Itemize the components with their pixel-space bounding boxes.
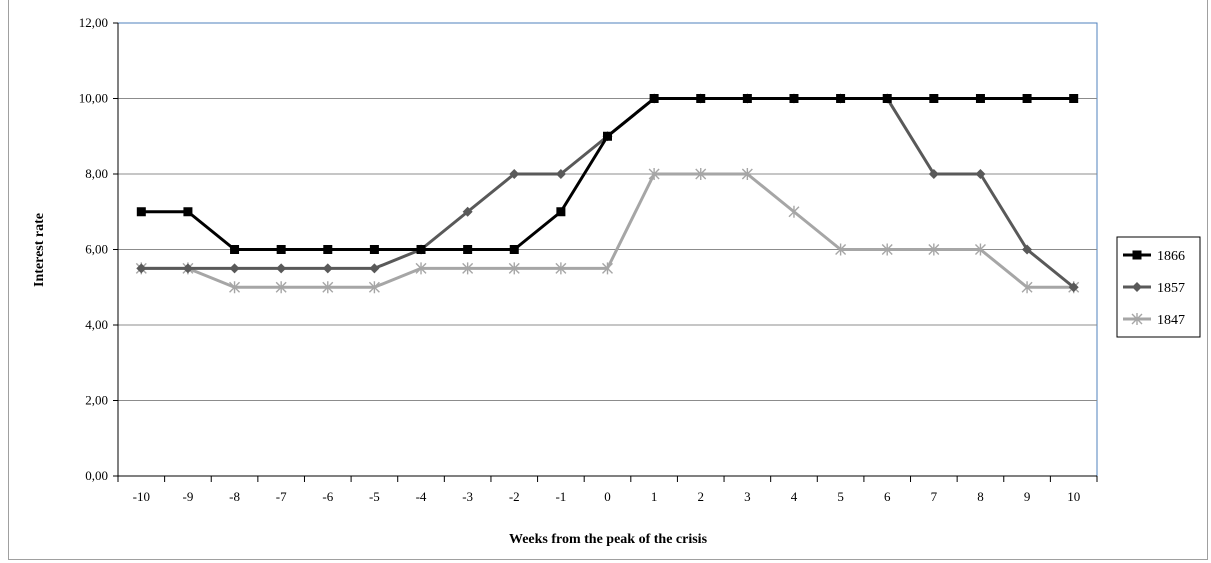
data-point — [1022, 244, 1033, 255]
y-tick-label: 8,00 — [85, 166, 108, 181]
data-point — [555, 169, 566, 179]
x-tick-label: 5 — [837, 489, 844, 504]
data-point — [462, 206, 473, 217]
data-point — [323, 245, 333, 254]
data-point — [136, 263, 147, 274]
data-point — [275, 281, 287, 294]
legend: 1866 1857 1847 — [1116, 236, 1201, 338]
y-tick-label: 12,00 — [79, 15, 108, 30]
x-tick-label: 8 — [977, 489, 984, 504]
data-point — [602, 262, 613, 275]
x-tick-label: -6 — [322, 489, 333, 504]
data-point — [1069, 94, 1079, 103]
x-tick-label: -7 — [276, 489, 287, 504]
data-point — [462, 262, 474, 275]
data-point — [975, 94, 985, 103]
x-tick-label: -5 — [369, 489, 380, 504]
data-point — [974, 243, 986, 256]
data-point — [369, 245, 379, 254]
data-point — [229, 281, 241, 294]
data-point — [368, 281, 380, 294]
chart-frame — [8, 0, 1208, 560]
data-point — [1068, 282, 1079, 293]
x-tick-label: -2 — [509, 489, 520, 504]
data-point — [788, 205, 800, 218]
data-point — [696, 94, 706, 103]
data-point — [463, 245, 473, 254]
data-point — [555, 262, 567, 275]
data-point — [322, 281, 334, 294]
legend-marker — [1131, 313, 1143, 325]
data-point — [322, 263, 333, 274]
data-point — [183, 207, 193, 217]
y-tick-label: 10,00 — [79, 91, 108, 106]
legend-marker — [1132, 282, 1142, 292]
y-tick-label: 4,00 — [85, 317, 108, 332]
data-point — [741, 168, 753, 180]
x-tick-label: 6 — [884, 489, 891, 504]
data-point — [603, 131, 612, 141]
data-point — [928, 243, 940, 256]
x-tick-label: 4 — [791, 489, 798, 504]
data-point — [649, 94, 659, 103]
data-point — [229, 263, 240, 274]
legend-label: 1857 — [1157, 281, 1185, 296]
data-point — [742, 94, 752, 103]
x-tick-label: 3 — [744, 489, 751, 504]
legend-item: 1866 — [1123, 249, 1185, 264]
data-point — [789, 94, 799, 103]
data-point — [929, 94, 939, 103]
x-tick-label: 7 — [931, 489, 938, 504]
legend-label: 1847 — [1157, 313, 1185, 328]
x-tick-label: -8 — [229, 489, 240, 504]
data-point — [276, 245, 286, 254]
x-tick-label: -1 — [555, 489, 566, 504]
data-point — [136, 207, 146, 217]
data-point — [509, 245, 519, 254]
data-point — [975, 169, 986, 179]
data-point — [695, 168, 707, 180]
data-point — [648, 168, 660, 180]
y-axis-ticks: 0,00 2,00 4,00 6,00 8,00 10,00 12,00 — [79, 15, 119, 483]
x-tick-label: 9 — [1024, 489, 1031, 504]
x-tick-label: -10 — [133, 489, 150, 504]
data-point — [276, 263, 287, 274]
data-point — [1021, 281, 1033, 294]
y-tick-label: 2,00 — [85, 393, 108, 408]
data-point — [230, 245, 240, 254]
data-point — [509, 169, 520, 179]
legend-item: 1847 — [1123, 313, 1185, 328]
data-point — [556, 207, 566, 217]
legend-label: 1866 — [1157, 249, 1185, 264]
x-tick-label: -4 — [416, 489, 427, 504]
legend-item: 1857 — [1123, 281, 1185, 296]
data-point — [415, 262, 427, 275]
data-point — [928, 169, 939, 179]
series-layer — [135, 93, 1080, 294]
x-tick-label: -9 — [183, 489, 194, 504]
x-tick-label: -3 — [462, 489, 473, 504]
x-axis-ticks: -10 -9 -8 -7 -6 -5 -4 -3 -2 -1 0 1 2 3 4 5 6 7 8 9 10 — [117, 475, 1098, 504]
data-point — [835, 243, 847, 256]
y-tick-label: 0,00 — [85, 468, 108, 483]
x-tick-label: 1 — [651, 489, 658, 504]
data-point — [508, 262, 520, 275]
y-axis-title: Interest rate — [32, 213, 47, 287]
x-axis-title: Weeks from the peak of the crisis — [509, 532, 708, 547]
data-point — [369, 263, 380, 274]
data-point — [836, 94, 846, 103]
data-point — [416, 245, 426, 254]
x-tick-label: 2 — [697, 489, 704, 504]
y-tick-label: 6,00 — [85, 242, 108, 257]
series-1866 — [136, 94, 1079, 254]
data-point — [881, 243, 893, 256]
data-point — [1022, 94, 1032, 103]
data-point — [182, 263, 193, 274]
data-point — [882, 94, 892, 103]
legend-marker — [1132, 250, 1142, 260]
x-tick-label: 0 — [604, 489, 611, 504]
x-tick-label: 10 — [1067, 489, 1080, 504]
